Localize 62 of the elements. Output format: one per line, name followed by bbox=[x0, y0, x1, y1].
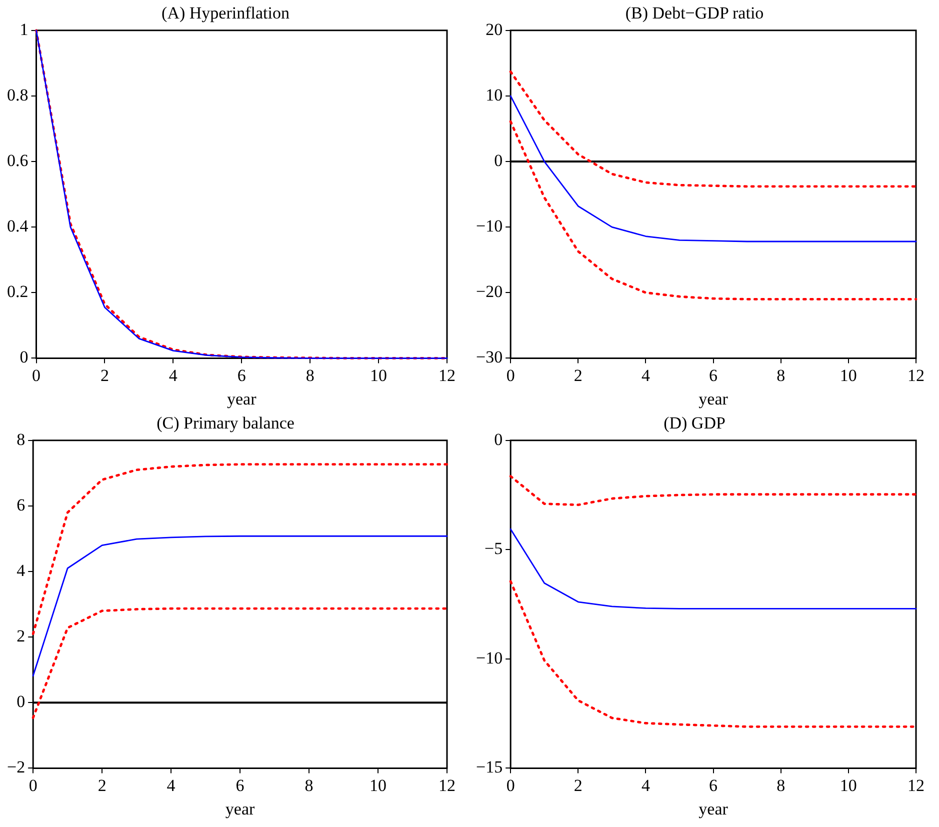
y-tick-label: 0.6 bbox=[7, 150, 28, 170]
y-tick-label: 6 bbox=[16, 495, 26, 514]
line-series bbox=[32, 607, 448, 719]
y-tick-label: 0.2 bbox=[7, 282, 28, 302]
x-tick-label: 8 bbox=[776, 776, 786, 795]
chart-title: (C) Primary balance bbox=[156, 414, 294, 433]
x-tick-label: 2 bbox=[98, 776, 106, 795]
y-tick-label: 0.8 bbox=[7, 85, 28, 104]
y-tick-label: −10 bbox=[476, 216, 503, 236]
x-tick-label: 0 bbox=[506, 366, 515, 385]
x-tick-label: 2 bbox=[574, 776, 582, 795]
x-tick-label: 8 bbox=[776, 366, 786, 385]
line-series bbox=[509, 70, 918, 188]
x-tick-label: 12 bbox=[908, 776, 924, 795]
y-tick-label: −2 bbox=[6, 758, 26, 777]
x-tick-label: 12 bbox=[438, 776, 456, 795]
x-tick-label: 12 bbox=[438, 366, 456, 385]
x-tick-label: 4 bbox=[641, 776, 650, 795]
x-tick-label: 10 bbox=[840, 366, 857, 385]
y-tick-label: −20 bbox=[476, 282, 503, 302]
y-tick-label: 0 bbox=[16, 692, 26, 712]
x-tick-label: 2 bbox=[574, 366, 582, 385]
y-tick-label: 0 bbox=[494, 430, 503, 449]
x-axis-title: year bbox=[226, 389, 257, 408]
y-tick-label: 0 bbox=[20, 348, 28, 367]
x-axis-title: year bbox=[225, 799, 255, 818]
x-tick-label: 6 bbox=[237, 366, 246, 385]
chart-title: (D) GDP bbox=[664, 414, 726, 433]
x-tick-label: 4 bbox=[168, 366, 178, 385]
line-series bbox=[32, 463, 448, 635]
x-axis-title: year bbox=[698, 389, 728, 408]
x-tick-label: 6 bbox=[709, 366, 718, 385]
x-tick-label: 10 bbox=[370, 366, 388, 385]
line-series bbox=[509, 120, 918, 300]
x-tick-label: 10 bbox=[370, 776, 387, 795]
x-tick-label: 2 bbox=[100, 366, 109, 385]
x-tick-label: 8 bbox=[306, 366, 314, 385]
x-tick-label: 10 bbox=[840, 776, 857, 795]
y-tick-label: −5 bbox=[484, 539, 503, 558]
y-tick-label: 2 bbox=[16, 626, 26, 646]
y-tick-label: 0 bbox=[494, 150, 503, 170]
y-tick-label: 1 bbox=[20, 20, 28, 39]
y-tick-label: 8 bbox=[16, 430, 26, 449]
y-tick-label: 4 bbox=[16, 560, 26, 580]
y-tick-label: −10 bbox=[476, 648, 503, 668]
x-tick-label: 0 bbox=[506, 776, 515, 795]
line-series bbox=[509, 475, 918, 506]
y-tick-label: 10 bbox=[486, 85, 503, 104]
y-tick-label: 20 bbox=[486, 20, 503, 39]
y-tick-label: −15 bbox=[476, 758, 503, 777]
x-axis-title: year bbox=[698, 799, 728, 818]
x-tick-label: 0 bbox=[32, 366, 40, 385]
x-tick-label: 6 bbox=[709, 776, 718, 795]
x-tick-label: 8 bbox=[304, 776, 314, 795]
x-tick-label: 4 bbox=[641, 366, 650, 385]
y-tick-label: 0.4 bbox=[7, 216, 29, 236]
x-tick-label: 12 bbox=[908, 366, 924, 385]
x-tick-label: 6 bbox=[236, 776, 244, 795]
chart-title: (A) Hyperinflation bbox=[162, 4, 290, 23]
y-tick-label: −30 bbox=[476, 348, 503, 367]
chart-title: (B) Debt−GDP ratio bbox=[625, 4, 764, 23]
x-tick-label: 4 bbox=[166, 776, 176, 795]
